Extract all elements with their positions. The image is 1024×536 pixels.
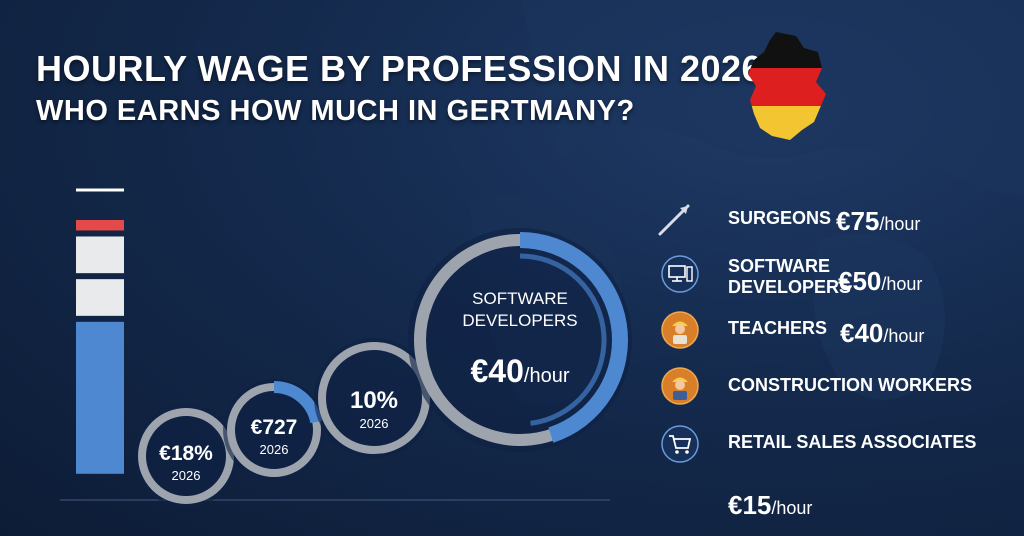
legend-unit: /hour <box>881 274 923 294</box>
stacked-bar <box>76 220 124 474</box>
footer-value: €15/hour <box>728 490 812 521</box>
shopping-cart-icon <box>661 425 699 463</box>
ring-3: SOFTWARE DEVELOPERS €40/hour <box>408 228 632 452</box>
footer-unit: /hour <box>771 498 813 518</box>
bar-segment-3 <box>76 321 124 474</box>
ring-inner-arc <box>519 253 607 426</box>
legend-label-retail-sales: RETAIL SALES ASSOCIATES <box>728 432 977 452</box>
legend-unit: /hour <box>879 214 921 234</box>
worker-icon <box>661 311 699 349</box>
ring-year-0: 2026 <box>172 468 201 483</box>
ring-value-1: €727 <box>251 416 298 439</box>
ring-label-line-0: SOFTWARE <box>472 289 568 308</box>
ring-value-0: €18% <box>159 442 213 465</box>
ring-year-2: 2026 <box>360 416 389 431</box>
legend-amount: €40 <box>840 318 884 348</box>
legend-amount: €50 <box>838 266 882 296</box>
germany-flag-map <box>748 32 826 140</box>
bar-segment-1 <box>76 236 124 274</box>
scalpel-icon <box>658 204 690 236</box>
legend-value-software-developers: €50/hour <box>838 266 922 297</box>
ring-year-1: 2026 <box>260 442 289 457</box>
ring-fill-1 <box>273 381 323 424</box>
rings: €18% 2026 €727 2026 10% 2026 SOFTWARE DEVELOPER… <box>134 228 632 508</box>
ring-label-line-1: DEVELOPERS <box>462 311 577 330</box>
computer-icon <box>661 255 699 293</box>
legend-label-teachers: TEACHERS <box>728 318 828 338</box>
ring-0: €18% 2026 <box>134 404 238 508</box>
bar-segment-2 <box>76 279 124 316</box>
legend-value-teachers: €40/hour <box>840 318 924 349</box>
chart-title: HOURLY WAGE BY PROFESSION IN 2026: <box>36 48 775 89</box>
legend-unit: /hour <box>883 326 925 346</box>
ring-track-0 <box>138 408 234 504</box>
legend-value-surgeons: €75/hour <box>836 206 920 237</box>
chart-subtitle: WHO EARNS HOW MUCH IN GERTMANY? <box>36 95 635 127</box>
legend-amount: €75 <box>836 206 880 236</box>
ring-value-2: 10% <box>350 387 398 414</box>
ring-main-value: €40/hour <box>471 353 570 389</box>
legend-label-construction-workers: CONSTRUCTION WORKERS <box>728 375 972 395</box>
bar-segment-0 <box>76 220 124 231</box>
footer-amount: €15 <box>728 490 772 520</box>
ring-main-amount: €40 <box>471 353 524 389</box>
legend-label-surgeons: SURGEONS <box>728 208 832 228</box>
construction-worker-icon <box>661 367 699 405</box>
ring-main-unit: /hour <box>524 365 570 387</box>
ring-1: €727 2026 <box>223 379 325 481</box>
legend-label-software-developers: SOFTWARE DEVELOPERS <box>728 256 852 297</box>
ring-fill-3 <box>519 232 628 443</box>
